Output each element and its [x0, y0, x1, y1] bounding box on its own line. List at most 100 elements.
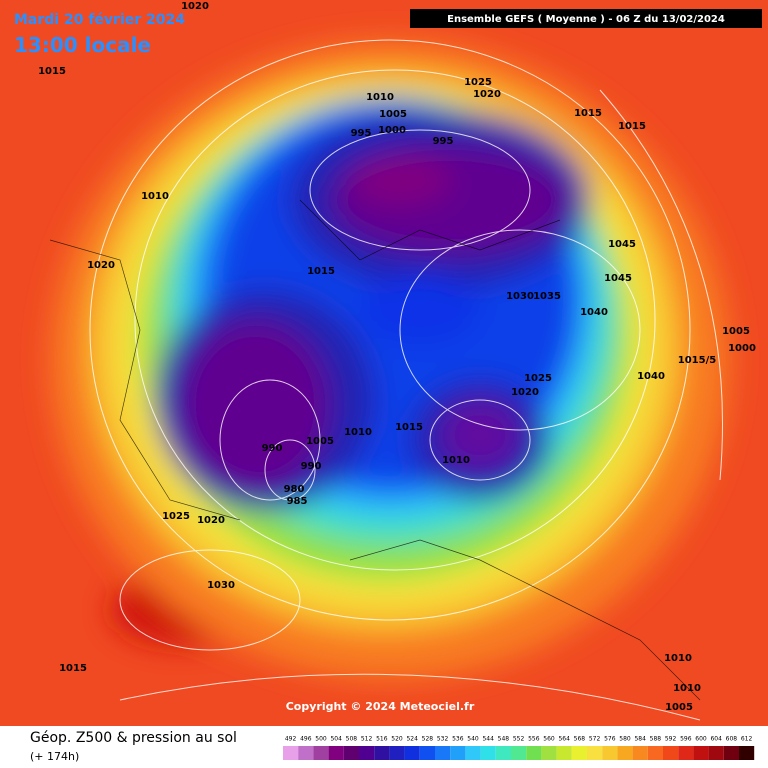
isobar-label: 995: [351, 128, 372, 139]
isobar-label: 1020: [197, 515, 225, 526]
isobar-label: 1015: [574, 108, 602, 119]
isobar-label: 1045: [604, 273, 632, 284]
colorbar-label: 552: [513, 736, 525, 743]
isobar-label: 1015: [38, 66, 66, 77]
map: [0, 0, 768, 726]
colorbar-label: 508: [346, 736, 358, 743]
colorbar-swatch: [739, 746, 755, 760]
colorbar-label: 608: [726, 736, 738, 743]
colorbar-swatch: [663, 746, 679, 760]
colorbar-swatch: [587, 746, 603, 760]
colorbar-swatch: [647, 746, 663, 760]
colorbar-label: 556: [528, 736, 540, 743]
colorbar-label: 512: [361, 736, 373, 743]
isobar-label: 1025: [524, 373, 552, 384]
colorbar-swatch: [511, 746, 527, 760]
isobar-label: 1045: [608, 239, 636, 250]
colorbar-swatch: [571, 746, 587, 760]
isobar-label: 1035: [533, 291, 561, 302]
colorbar-label: 548: [498, 736, 510, 743]
copyright: Copyright © 2024 Meteociel.fr: [286, 700, 475, 713]
colorbar-label: 576: [604, 736, 616, 743]
colorbar-swatch: [374, 746, 390, 760]
colorbar-swatch: [359, 746, 375, 760]
isobar-label: 1010: [141, 191, 169, 202]
isobar-label: 990: [262, 443, 283, 454]
footer-lead: (+ 174h): [30, 750, 79, 763]
time: 13:00 locale: [14, 33, 151, 57]
footer-title: Géop. Z500 & pression au sol: [30, 730, 237, 746]
isobar-label: 1005: [306, 436, 334, 447]
colorbar-label: 564: [558, 736, 570, 743]
colorbar-swatch: [602, 746, 618, 760]
colorbar-label: 516: [376, 736, 388, 743]
isobar-label: 1010: [344, 427, 372, 438]
isobar-label: 1030: [207, 580, 235, 591]
isobar-label: 1020: [473, 89, 501, 100]
colorbar-swatch: [632, 746, 648, 760]
colorbar-label: 520: [391, 736, 403, 743]
isobar-label: 985: [287, 496, 308, 507]
isobar-label: 1000: [378, 125, 406, 136]
isobar-label: 1020: [511, 387, 539, 398]
run-box: [410, 9, 762, 28]
isobar-label: 1040: [637, 371, 665, 382]
isobar-label: 1015/5: [678, 355, 716, 366]
isobar-label: 1030: [506, 291, 534, 302]
colorbar-label: 528: [422, 736, 434, 743]
colorbar-label: 536: [452, 736, 464, 743]
isobar-label: 1005: [379, 109, 407, 120]
isobar-label: 1015: [59, 663, 87, 674]
isobar-label: 1010: [673, 683, 701, 694]
colorbar-label: 572: [589, 736, 601, 743]
isobar-label: 1010: [442, 455, 470, 466]
colorbar-label: 580: [619, 736, 631, 743]
isobar-label: 1010: [664, 653, 692, 664]
colorbar-label: 540: [467, 736, 479, 743]
colorbar-label: 496: [300, 736, 312, 743]
colorbar-label: 532: [437, 736, 449, 743]
isobar-label: 1005: [722, 326, 750, 337]
colorbar-swatch: [541, 746, 557, 760]
colorbar-swatch: [465, 746, 481, 760]
isobar-label: 1005: [665, 702, 693, 713]
colorbar-label: 600: [695, 736, 707, 743]
colorbar-label: 568: [574, 736, 586, 743]
run-info: Ensemble GEFS ( Moyenne ) - 06 Z du 13/0…: [447, 14, 725, 25]
colorbar-swatch: [328, 746, 344, 760]
date: Mardi 20 février 2024: [14, 12, 185, 28]
colorbar-label: 504: [330, 736, 342, 743]
colorbar-label: 612: [741, 736, 753, 743]
colorbar-swatch: [313, 746, 329, 760]
isobar-label: 990: [301, 461, 322, 472]
colorbar-swatch: [693, 746, 709, 760]
colorbar-label: 524: [406, 736, 418, 743]
colorbar-swatch: [298, 746, 314, 760]
colorbar-swatch: [389, 746, 405, 760]
colorbar-label: 492: [285, 736, 297, 743]
colorbar-swatch: [404, 746, 420, 760]
isobar-label: 1025: [464, 77, 492, 88]
isobar-label: 1015: [618, 121, 646, 132]
isobar-label: 1040: [580, 307, 608, 318]
colorbar-swatch: [435, 746, 451, 760]
colorbar-swatch: [419, 746, 435, 760]
isobar-label: 980: [284, 484, 305, 495]
colorbar-swatch: [343, 746, 359, 760]
colorbar-swatch: [556, 746, 572, 760]
colorbar-swatch: [450, 746, 466, 760]
isobar-label: 1015: [307, 266, 335, 277]
colorbar-label: 544: [482, 736, 494, 743]
isobar-label: 1015: [395, 422, 423, 433]
colorbar-label: 592: [665, 736, 677, 743]
isobar-label: 995: [433, 136, 454, 147]
colorbar-swatch: [526, 746, 542, 760]
colorbar-swatch: [723, 746, 739, 760]
isobar-label: 1020: [87, 260, 115, 271]
colorbar-label: 596: [680, 736, 692, 743]
colorbar-label: 588: [650, 736, 662, 743]
colorbar-label: 604: [710, 736, 722, 743]
colorbar-label: 560: [543, 736, 555, 743]
colorbar-swatch: [708, 746, 724, 760]
